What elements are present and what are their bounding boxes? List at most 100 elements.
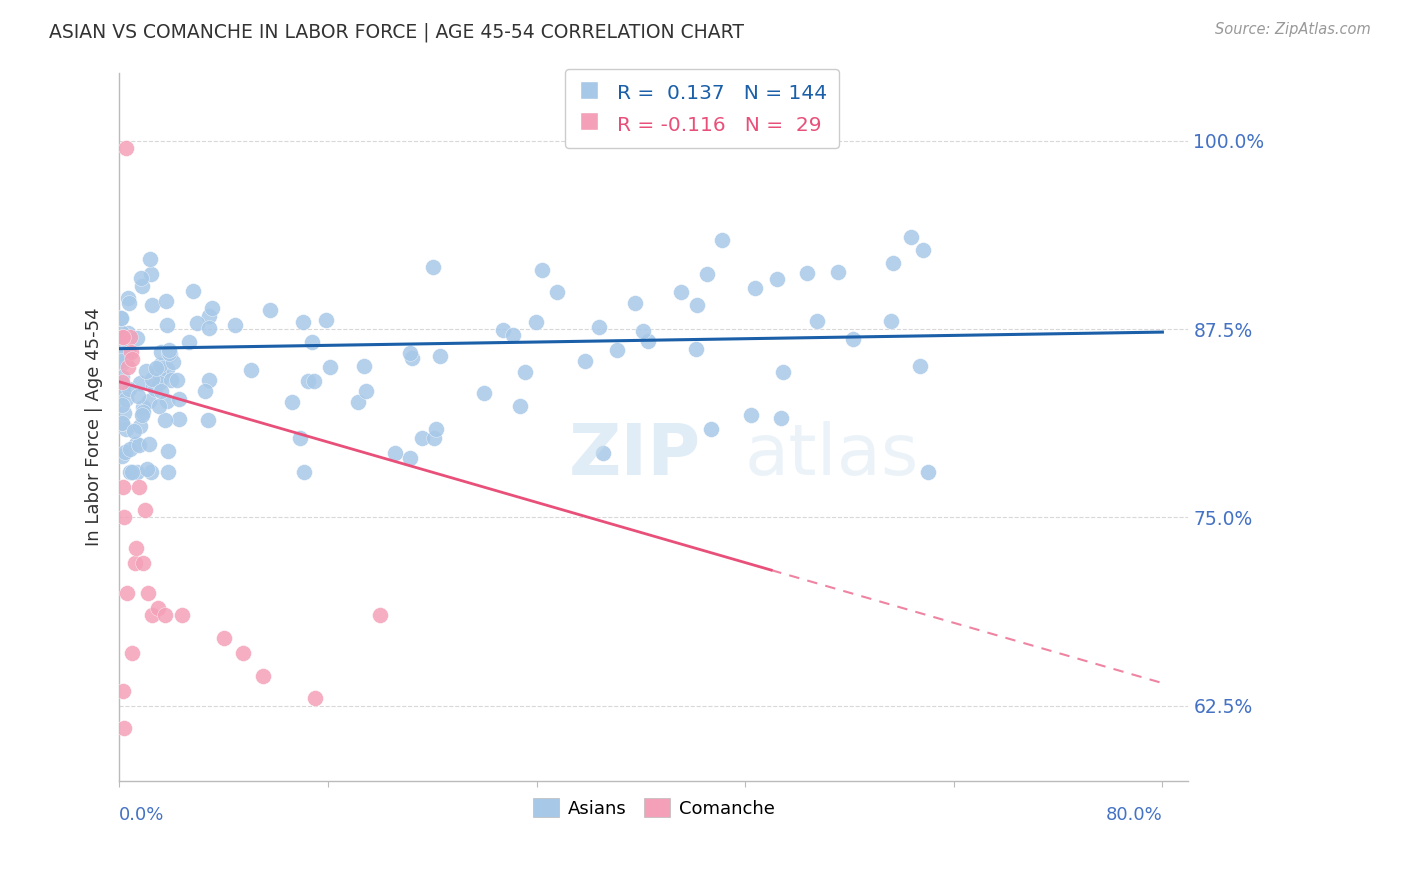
Point xyxy=(112,480,135,494)
Point xyxy=(232,646,254,660)
Point xyxy=(842,332,865,346)
Text: 0.0%: 0.0% xyxy=(120,805,165,824)
Point xyxy=(135,364,157,378)
Point xyxy=(292,465,315,479)
Point xyxy=(118,383,141,397)
Y-axis label: In Labor Force | Age 45-54: In Labor Force | Age 45-54 xyxy=(86,308,103,546)
Point xyxy=(574,354,596,368)
Point xyxy=(509,399,531,413)
Point xyxy=(111,356,134,370)
Point xyxy=(131,279,153,293)
Point xyxy=(120,344,142,359)
Point xyxy=(740,408,762,422)
Point xyxy=(637,334,659,348)
Point xyxy=(198,309,221,323)
Point xyxy=(910,359,932,373)
Text: Source: ZipAtlas.com: Source: ZipAtlas.com xyxy=(1215,22,1371,37)
Point xyxy=(806,314,828,328)
Point xyxy=(368,608,391,623)
Point xyxy=(136,585,159,599)
Point xyxy=(686,298,709,312)
Point xyxy=(118,465,141,479)
Point xyxy=(399,346,422,360)
Point xyxy=(141,298,163,312)
Point xyxy=(114,510,136,524)
Point xyxy=(197,373,219,387)
Point xyxy=(170,608,193,623)
Point xyxy=(281,395,304,409)
Point xyxy=(121,646,143,660)
Point xyxy=(117,291,139,305)
Point xyxy=(134,503,156,517)
Point xyxy=(111,416,134,430)
Point xyxy=(152,368,174,383)
Point xyxy=(399,450,422,465)
Point xyxy=(384,445,406,459)
Point xyxy=(186,316,208,330)
Point xyxy=(136,462,159,476)
Point xyxy=(198,321,221,335)
Point xyxy=(592,446,614,460)
Point xyxy=(139,252,162,266)
Point xyxy=(181,284,204,298)
Point xyxy=(696,267,718,281)
Point xyxy=(153,413,176,427)
Point xyxy=(111,375,134,389)
Point xyxy=(111,370,134,384)
Point xyxy=(148,399,170,413)
Point xyxy=(125,465,148,479)
Point xyxy=(141,379,163,393)
Point xyxy=(112,348,135,362)
Point xyxy=(115,351,138,366)
Point xyxy=(131,409,153,423)
Point xyxy=(772,365,794,379)
Point xyxy=(546,285,568,299)
Point xyxy=(157,444,180,458)
Point xyxy=(166,373,188,387)
Point xyxy=(259,302,281,317)
Point xyxy=(143,382,166,396)
Point xyxy=(796,266,818,280)
Point xyxy=(131,404,153,418)
Point xyxy=(766,272,789,286)
Point xyxy=(125,437,148,451)
Point xyxy=(685,342,707,356)
Point xyxy=(224,318,246,332)
Point xyxy=(124,556,146,570)
Legend: Asians, Comanche: Asians, Comanche xyxy=(526,791,782,825)
Point xyxy=(156,361,179,376)
Point xyxy=(624,295,647,310)
Point xyxy=(156,465,179,479)
Point xyxy=(167,392,190,406)
Point xyxy=(631,324,654,338)
Point xyxy=(117,343,139,358)
Point xyxy=(711,233,734,247)
Point xyxy=(128,438,150,452)
Point xyxy=(744,281,766,295)
Point xyxy=(157,345,180,359)
Point xyxy=(153,608,176,623)
Point xyxy=(304,374,326,388)
Point xyxy=(120,465,142,479)
Point xyxy=(117,359,139,374)
Point xyxy=(124,424,146,438)
Point xyxy=(141,608,163,623)
Point xyxy=(160,373,183,387)
Point xyxy=(121,352,143,367)
Point xyxy=(139,465,162,479)
Point xyxy=(156,318,179,333)
Point xyxy=(197,412,219,426)
Point xyxy=(159,346,181,360)
Point xyxy=(148,376,170,390)
Point xyxy=(252,668,274,682)
Point xyxy=(346,395,368,409)
Point xyxy=(606,343,628,358)
Point xyxy=(531,262,554,277)
Point xyxy=(304,691,326,706)
Text: ASIAN VS COMANCHE IN LABOR FORCE | AGE 45-54 CORRELATION CHART: ASIAN VS COMANCHE IN LABOR FORCE | AGE 4… xyxy=(49,22,744,42)
Point xyxy=(117,326,139,340)
Point xyxy=(145,360,167,375)
Point xyxy=(502,328,524,343)
Text: 80.0%: 80.0% xyxy=(1105,805,1163,824)
Point xyxy=(132,556,155,570)
